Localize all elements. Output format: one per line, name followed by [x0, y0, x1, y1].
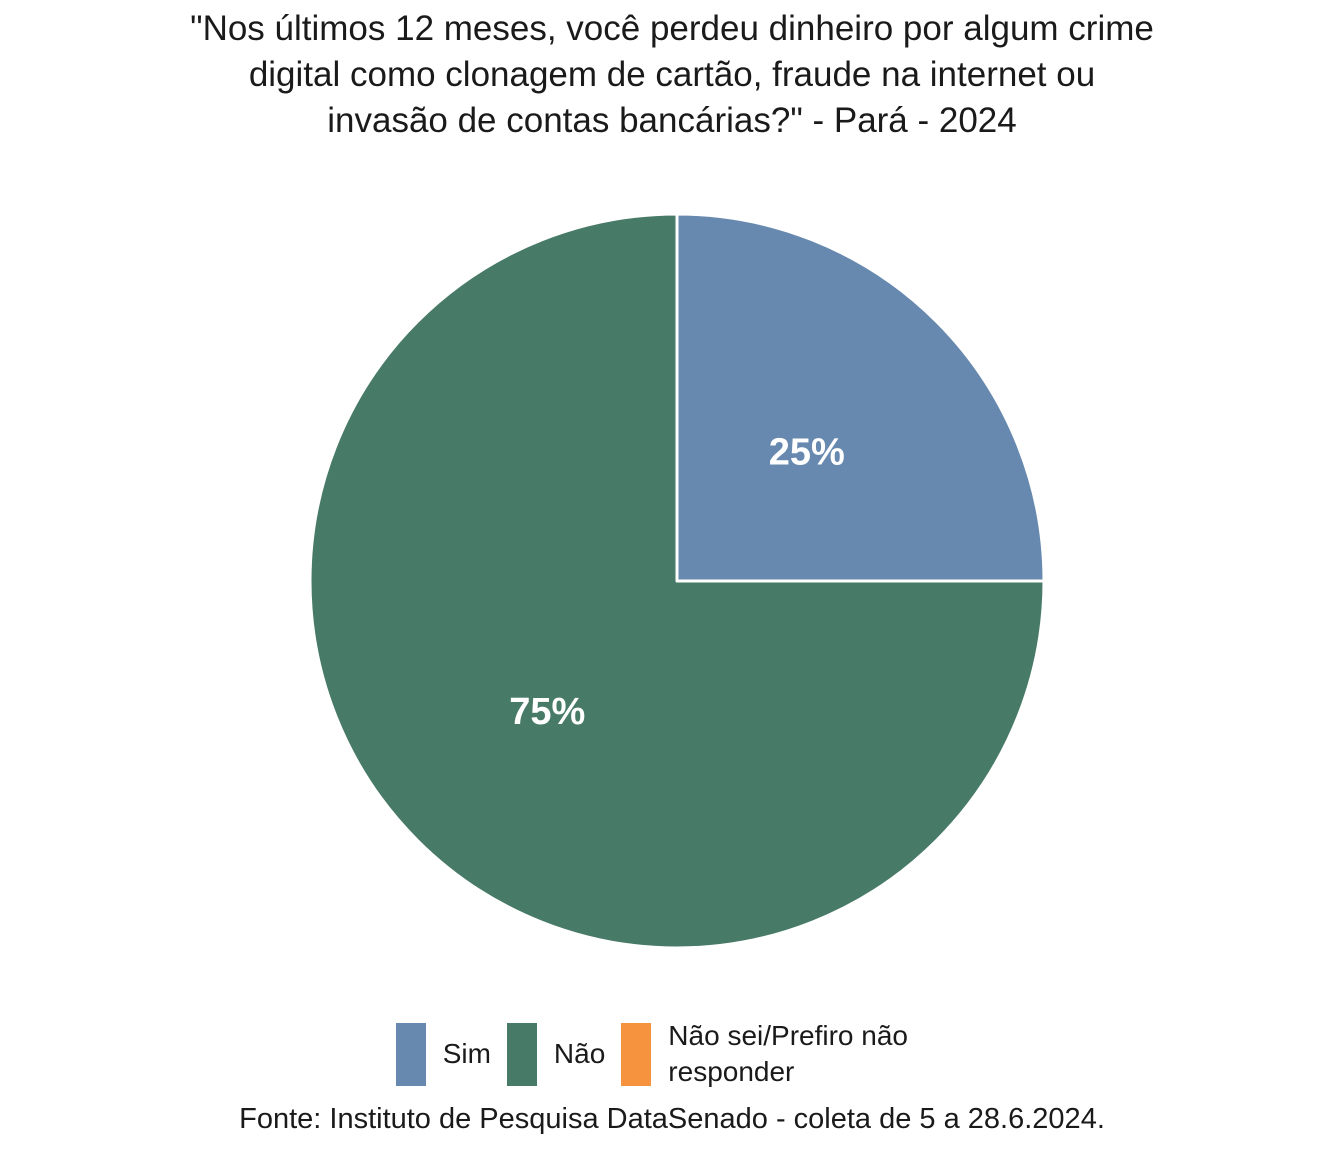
legend-item-sim: Sim [395, 1022, 491, 1086]
pie-slice-1 [308, 212, 1046, 950]
pie-slice-0 [675, 212, 1046, 583]
legend-swatch-nao [506, 1022, 537, 1086]
legend: Sim Não Não sei/Prefiro não responder [0, 1018, 1344, 1090]
legend-label-nao: Não [553, 1038, 606, 1069]
legend-swatch-sim [395, 1022, 426, 1086]
legend-label-sim: Sim [442, 1038, 491, 1069]
source-caption: Fonte: Instituto de Pesquisa DataSenado … [239, 1103, 1105, 1135]
legend-swatch-nao-sei [621, 1022, 652, 1086]
pie-slice-label-0: 25% [769, 432, 845, 474]
chart-title: "Nos últimos 12 meses, você perdeu dinhe… [190, 9, 1154, 140]
pie-slice-label-1: 75% [509, 691, 585, 733]
legend-item-nao-sei: Não sei/Prefiro não responder [621, 1018, 948, 1090]
legend-label-nao-sei: Não sei/Prefiro não responder [668, 1020, 908, 1087]
legend-item-nao: Não [506, 1022, 606, 1086]
